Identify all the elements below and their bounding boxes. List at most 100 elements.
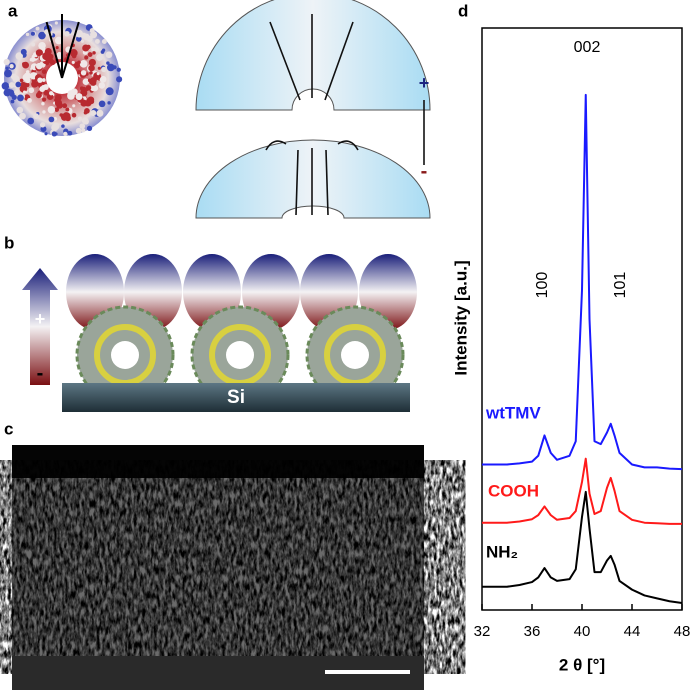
surface-dot bbox=[20, 81, 27, 89]
annotation: 101 bbox=[612, 272, 629, 299]
surface-dot bbox=[98, 100, 106, 108]
surface-dot bbox=[79, 123, 86, 129]
surface-dot bbox=[69, 49, 78, 57]
surface-dot bbox=[62, 112, 71, 121]
surface-dot bbox=[106, 63, 115, 72]
charge-halfdisc bbox=[195, 139, 431, 219]
surface-dot bbox=[23, 90, 27, 94]
surface-dot bbox=[81, 117, 89, 125]
surface-dot bbox=[44, 132, 48, 136]
surface-dot bbox=[91, 47, 95, 52]
surface-dot bbox=[49, 91, 54, 96]
surface-dot bbox=[91, 80, 96, 84]
surface-dot bbox=[92, 51, 96, 55]
surface-dot bbox=[101, 39, 107, 44]
surface-dot bbox=[35, 92, 42, 99]
substrate-label: Si bbox=[227, 387, 245, 408]
surface-dot bbox=[42, 52, 51, 61]
protein-rings bbox=[75, 305, 405, 405]
plus-sign: + bbox=[419, 73, 430, 93]
surface-dot bbox=[82, 44, 90, 52]
surface-dot bbox=[9, 64, 14, 69]
surface-dot bbox=[19, 78, 24, 83]
surface-dot bbox=[77, 116, 82, 121]
surface-dot bbox=[62, 103, 68, 109]
surface-dot bbox=[96, 109, 104, 117]
series-line bbox=[482, 457, 682, 525]
surface-dot bbox=[80, 39, 85, 43]
x-axis-label: 2 θ [°] bbox=[559, 655, 605, 674]
surface-dot bbox=[50, 59, 56, 66]
surface-dot bbox=[116, 67, 121, 72]
surface-dot bbox=[79, 86, 84, 91]
minus-sign: - bbox=[37, 362, 44, 384]
surface-dot bbox=[94, 47, 100, 52]
surface-dot bbox=[42, 84, 49, 91]
x-tick-label: 44 bbox=[624, 623, 641, 640]
surface-dot bbox=[48, 116, 55, 123]
surface-dot bbox=[116, 76, 123, 83]
surface-dot bbox=[75, 127, 82, 134]
surface-dot bbox=[19, 112, 26, 120]
surface-dot bbox=[5, 88, 12, 95]
surface-dot bbox=[33, 82, 38, 87]
surface-dot bbox=[51, 131, 57, 137]
surface-dot bbox=[100, 50, 105, 54]
surface-dot bbox=[98, 82, 106, 89]
sem-texture bbox=[12, 478, 424, 656]
surface-dot bbox=[8, 82, 15, 88]
surface-dot bbox=[35, 49, 43, 57]
surface-dot bbox=[20, 48, 27, 55]
surface-dot bbox=[67, 130, 73, 136]
surface-dot bbox=[25, 77, 31, 84]
series-line bbox=[482, 490, 683, 605]
surface-dot bbox=[88, 58, 96, 67]
surface-dot bbox=[105, 87, 114, 96]
surface-dot bbox=[14, 89, 19, 95]
surface-dot bbox=[53, 117, 58, 121]
surface-dot bbox=[99, 75, 107, 83]
surface-dot bbox=[41, 97, 47, 102]
surface-dot bbox=[101, 66, 107, 73]
surface-dot bbox=[5, 66, 9, 70]
surface-dot bbox=[82, 78, 90, 85]
surface-dot bbox=[42, 110, 46, 114]
surface-dot bbox=[64, 30, 70, 37]
surface-dot bbox=[22, 61, 30, 69]
plus-sign: + bbox=[35, 309, 46, 329]
series-label: wtTMV bbox=[485, 403, 541, 422]
surface-dot bbox=[75, 93, 83, 101]
surface-dot bbox=[89, 71, 93, 75]
x-tick-label: 32 bbox=[474, 623, 491, 640]
x-tick-label: 48 bbox=[674, 623, 691, 640]
surface-dot bbox=[71, 112, 77, 118]
annotation: 002 bbox=[574, 39, 601, 56]
surface-dot bbox=[87, 52, 93, 58]
surface-dot bbox=[25, 32, 30, 37]
surface-dot bbox=[41, 78, 46, 82]
surface-dot bbox=[84, 87, 89, 92]
surface-dot bbox=[39, 122, 46, 128]
surface-dot bbox=[90, 110, 97, 117]
surface-dot bbox=[43, 89, 50, 96]
surface-dot bbox=[71, 60, 75, 64]
panel-label: a bbox=[8, 1, 18, 20]
surface-dot bbox=[94, 38, 100, 44]
surface-dot bbox=[70, 88, 78, 96]
surface-dot bbox=[17, 94, 24, 102]
surface-dot bbox=[75, 36, 82, 42]
surface-dot bbox=[77, 60, 81, 65]
series-label: COOH bbox=[488, 481, 539, 500]
surface-dot bbox=[105, 51, 113, 59]
surface-dot bbox=[97, 66, 101, 70]
ring bbox=[226, 341, 254, 369]
surface-dot bbox=[75, 29, 84, 38]
surface-dot bbox=[10, 99, 15, 104]
surface-dot bbox=[15, 52, 23, 60]
ring bbox=[341, 341, 369, 369]
polarity-arrow bbox=[22, 268, 58, 385]
surface-dot bbox=[27, 98, 32, 103]
surface-dot bbox=[15, 81, 22, 88]
arrow bbox=[45, 21, 63, 79]
